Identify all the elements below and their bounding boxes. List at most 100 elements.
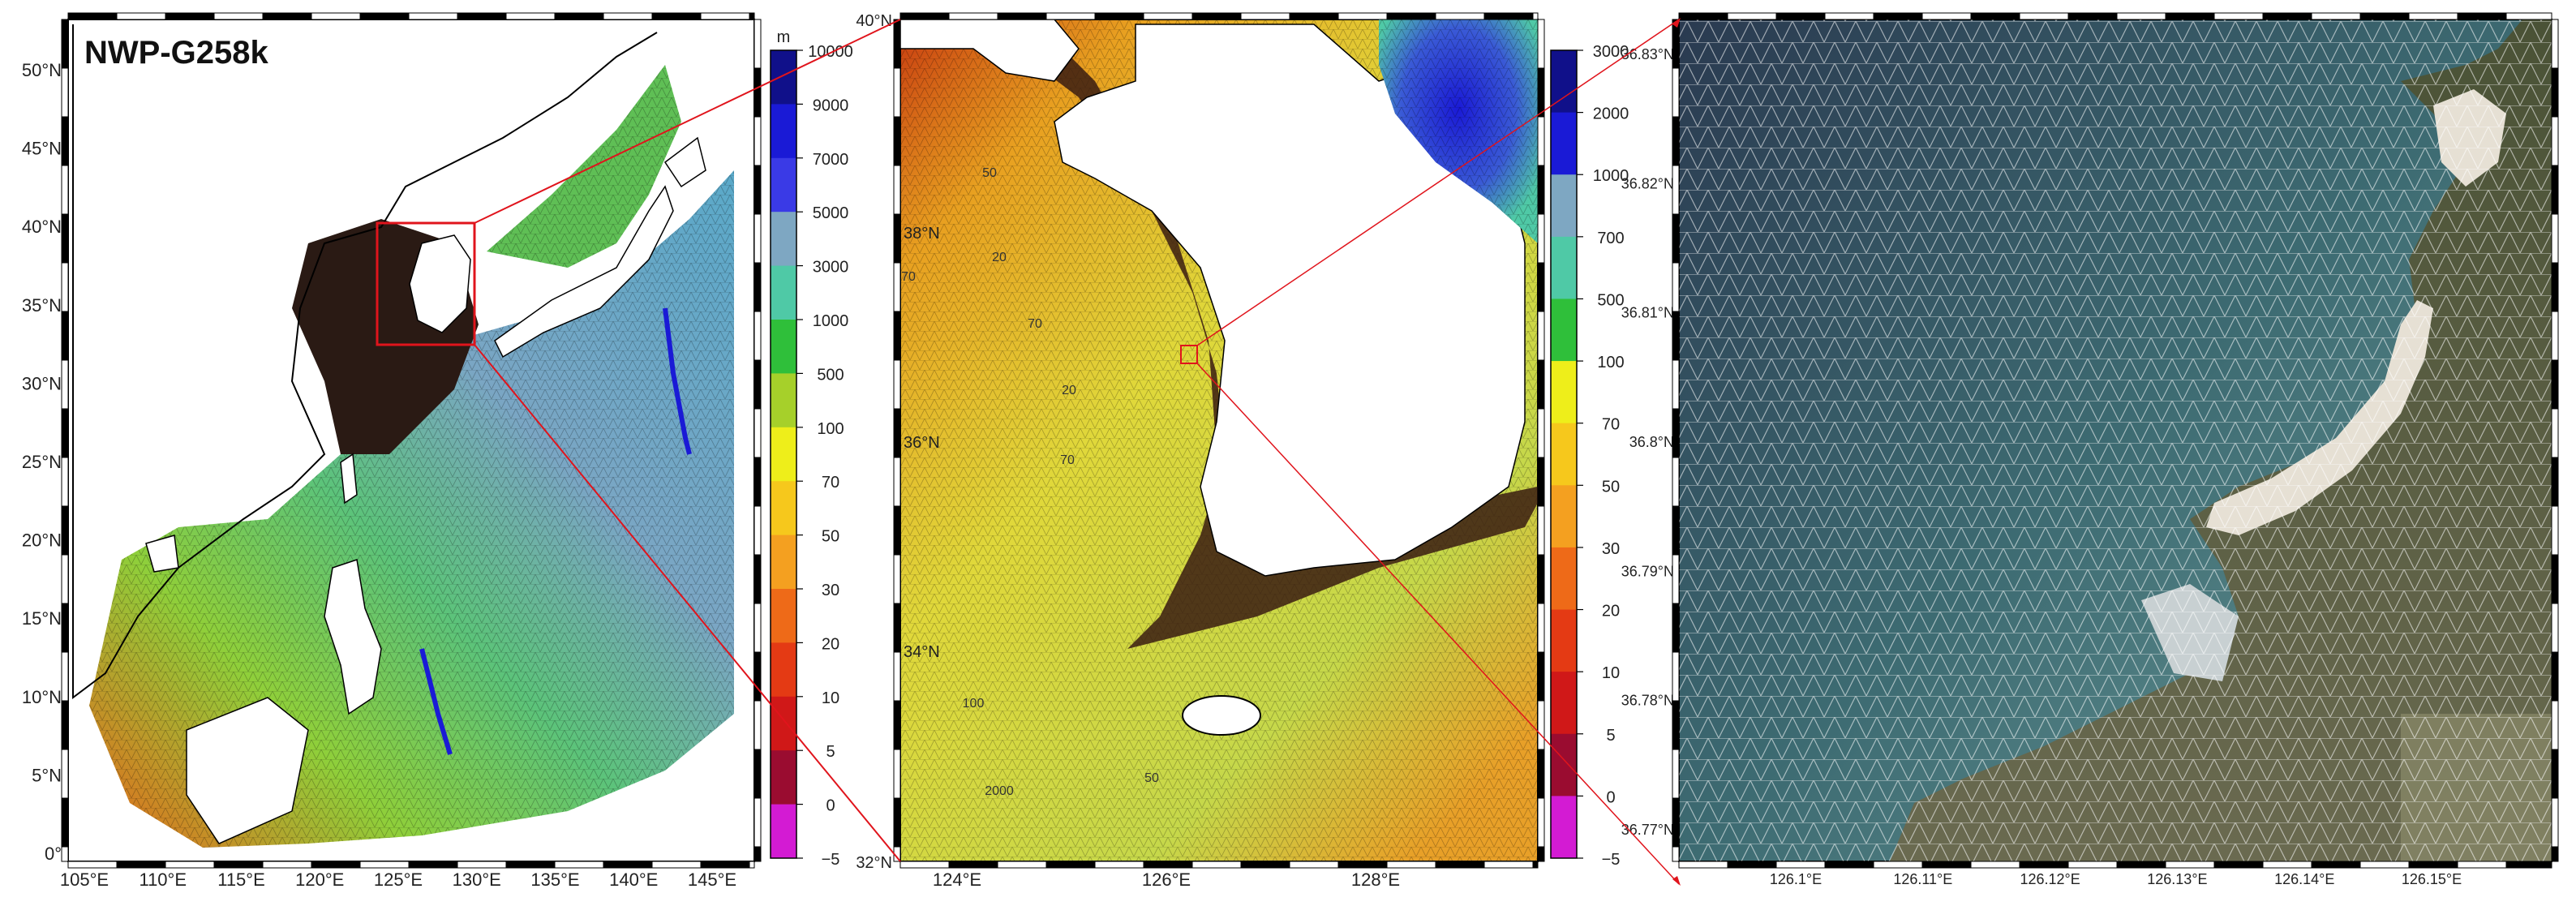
frame-segment xyxy=(408,12,458,20)
frame-segment xyxy=(2505,12,2552,20)
frame-segment xyxy=(2165,12,2215,20)
panel3-lon-label: 126.1°E xyxy=(1770,871,1822,887)
frame-segment xyxy=(2551,700,2559,750)
panel1-colorbar-label: 100 xyxy=(817,420,844,438)
frame-segment xyxy=(262,12,312,20)
frame-segment xyxy=(61,554,69,604)
panel3-lat-label: 36.8°N xyxy=(1629,434,1674,450)
frame-segment xyxy=(1094,12,1144,20)
frame-segment xyxy=(1337,861,1388,869)
panel1-lon-label: 120°E xyxy=(295,870,344,890)
frame-segment xyxy=(1537,213,1545,264)
frame-segment xyxy=(893,408,901,458)
frame-segment xyxy=(61,262,69,312)
panel1-colorbar-label: 50 xyxy=(822,528,839,546)
frame-segment xyxy=(899,12,950,20)
frame-segment xyxy=(753,165,762,215)
panel1-lat-label: 40°N xyxy=(22,217,62,237)
panel1-lon-label: 140°E xyxy=(609,870,658,890)
panel1-lat-label: 30°N xyxy=(22,373,62,393)
frame-segment xyxy=(2551,262,2559,312)
panel2-colorbar-label: 2000 xyxy=(1593,105,1629,123)
frame-segment xyxy=(505,861,556,869)
frame-segment xyxy=(408,861,458,869)
frame-segment xyxy=(116,12,166,20)
frame-segment xyxy=(603,861,653,869)
panel2-colorbar-label: 500 xyxy=(1597,291,1624,309)
frame-segment xyxy=(2019,861,2069,869)
panel2-map xyxy=(899,19,1539,862)
panel1-lon-label: 130°E xyxy=(453,870,501,890)
frame-segment xyxy=(2457,12,2507,20)
panel1-lat-label: 25°N xyxy=(22,452,62,472)
frame-segment xyxy=(311,12,361,20)
panel1-colorbar-swatch xyxy=(771,589,796,643)
frame-segment xyxy=(2551,797,2559,848)
frame-segment xyxy=(1824,12,1874,20)
frame-segment xyxy=(893,359,901,410)
frame-segment xyxy=(1873,861,1923,869)
panel1-colorbar-label: 1000 xyxy=(813,312,849,330)
frame-segment xyxy=(753,213,762,264)
panel2-lat-label: 36°N xyxy=(904,434,940,452)
panel1-colorbar-swatch xyxy=(771,642,796,698)
panel1-colorbar-label: 500 xyxy=(817,366,844,384)
frame-segment xyxy=(893,700,901,750)
panel1-lat-label: 5°N xyxy=(32,765,62,785)
frame-segment xyxy=(2359,12,2410,20)
frame-segment xyxy=(67,861,118,869)
frame-segment xyxy=(2551,749,2559,799)
frame-segment xyxy=(262,861,312,869)
frame-segment xyxy=(893,749,901,799)
panel3-lat-label: 36.81°N xyxy=(1621,305,1674,321)
frame-segment xyxy=(1970,12,2020,20)
frame-segment xyxy=(1672,262,1680,312)
frame-segment xyxy=(2551,359,2559,410)
panel2-colorbar-label: 1000 xyxy=(1593,167,1629,185)
frame-segment xyxy=(1672,749,1680,799)
panel3-map xyxy=(1678,19,2552,862)
panel1-colorbar: 1000090007000500030001000500100705030201… xyxy=(770,28,853,869)
panel1-colorbar-label: 70 xyxy=(822,474,839,492)
panel1-title: NWP-G258k xyxy=(84,35,268,71)
frame-segment xyxy=(2213,12,2264,20)
frame-segment xyxy=(1672,457,1680,507)
panel2-colorbar-swatch xyxy=(1551,485,1577,548)
panel1-colorbar-label: −5 xyxy=(822,851,840,869)
panel2-colorbar-swatch xyxy=(1551,796,1577,859)
frame-segment xyxy=(2551,311,2559,361)
frame-segment xyxy=(2551,116,2559,166)
frame-segment xyxy=(1672,359,1680,410)
frame-segment xyxy=(457,861,507,869)
panel1-colorbar-label: 30 xyxy=(822,582,839,599)
panel2-lon-label: 126°E xyxy=(1142,870,1191,890)
frame-segment xyxy=(899,861,950,869)
panel2-contour-label: 20 xyxy=(992,251,1007,264)
frame-segment xyxy=(165,12,215,20)
panel2-lon-label: 128°E xyxy=(1351,870,1400,890)
frame-segment xyxy=(1672,846,1680,862)
panel3-lon-label: 126.15°E xyxy=(2402,871,2462,887)
panel2-lon-label: 124°E xyxy=(933,870,981,890)
panel2-contour-label: 2000 xyxy=(985,784,1014,798)
frame-segment xyxy=(753,359,762,410)
frame-segment xyxy=(2311,12,2361,20)
frame-segment xyxy=(213,861,264,869)
frame-segment xyxy=(2551,408,2559,458)
frame-segment xyxy=(61,67,69,118)
panel1-colorbar-unit: m xyxy=(777,28,791,46)
frame-segment xyxy=(1191,861,1242,869)
frame-segment xyxy=(2551,846,2559,862)
frame-segment xyxy=(1537,262,1545,312)
frame-segment xyxy=(61,213,69,264)
frame-segment xyxy=(2551,554,2559,604)
panel1-lat-label: 20°N xyxy=(22,530,62,551)
frame-segment xyxy=(2116,861,2166,869)
frame-segment xyxy=(753,67,762,118)
panel2-contour-label: 50 xyxy=(1144,771,1159,785)
panel2-colorbar-label: 0 xyxy=(1606,788,1615,806)
frame-segment xyxy=(753,408,762,458)
frame-segment xyxy=(1672,408,1680,458)
frame-segment xyxy=(753,797,762,848)
